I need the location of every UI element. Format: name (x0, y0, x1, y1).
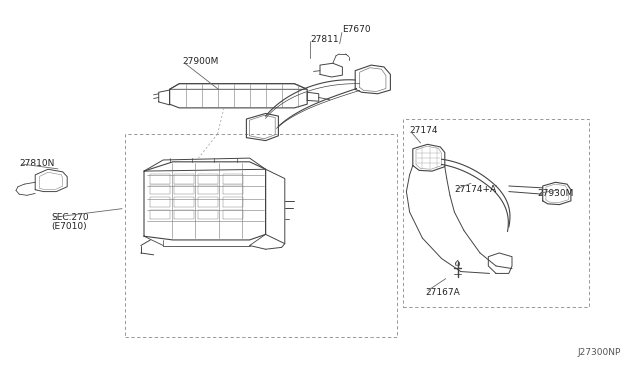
Text: 27167A: 27167A (426, 288, 460, 296)
Text: 27810N: 27810N (19, 159, 54, 168)
Text: 27811: 27811 (310, 35, 339, 44)
Bar (125, 134, 397, 337)
Text: 27174: 27174 (410, 126, 438, 135)
Text: J27300NP: J27300NP (577, 348, 621, 357)
Text: 27900M: 27900M (182, 57, 219, 66)
Text: E7670: E7670 (342, 25, 371, 34)
Text: SEC.270: SEC.270 (51, 213, 89, 222)
Bar (403, 119, 589, 307)
Text: 27174+A: 27174+A (454, 185, 497, 194)
Text: 27930M: 27930M (538, 189, 574, 198)
Text: (E7010): (E7010) (51, 222, 87, 231)
